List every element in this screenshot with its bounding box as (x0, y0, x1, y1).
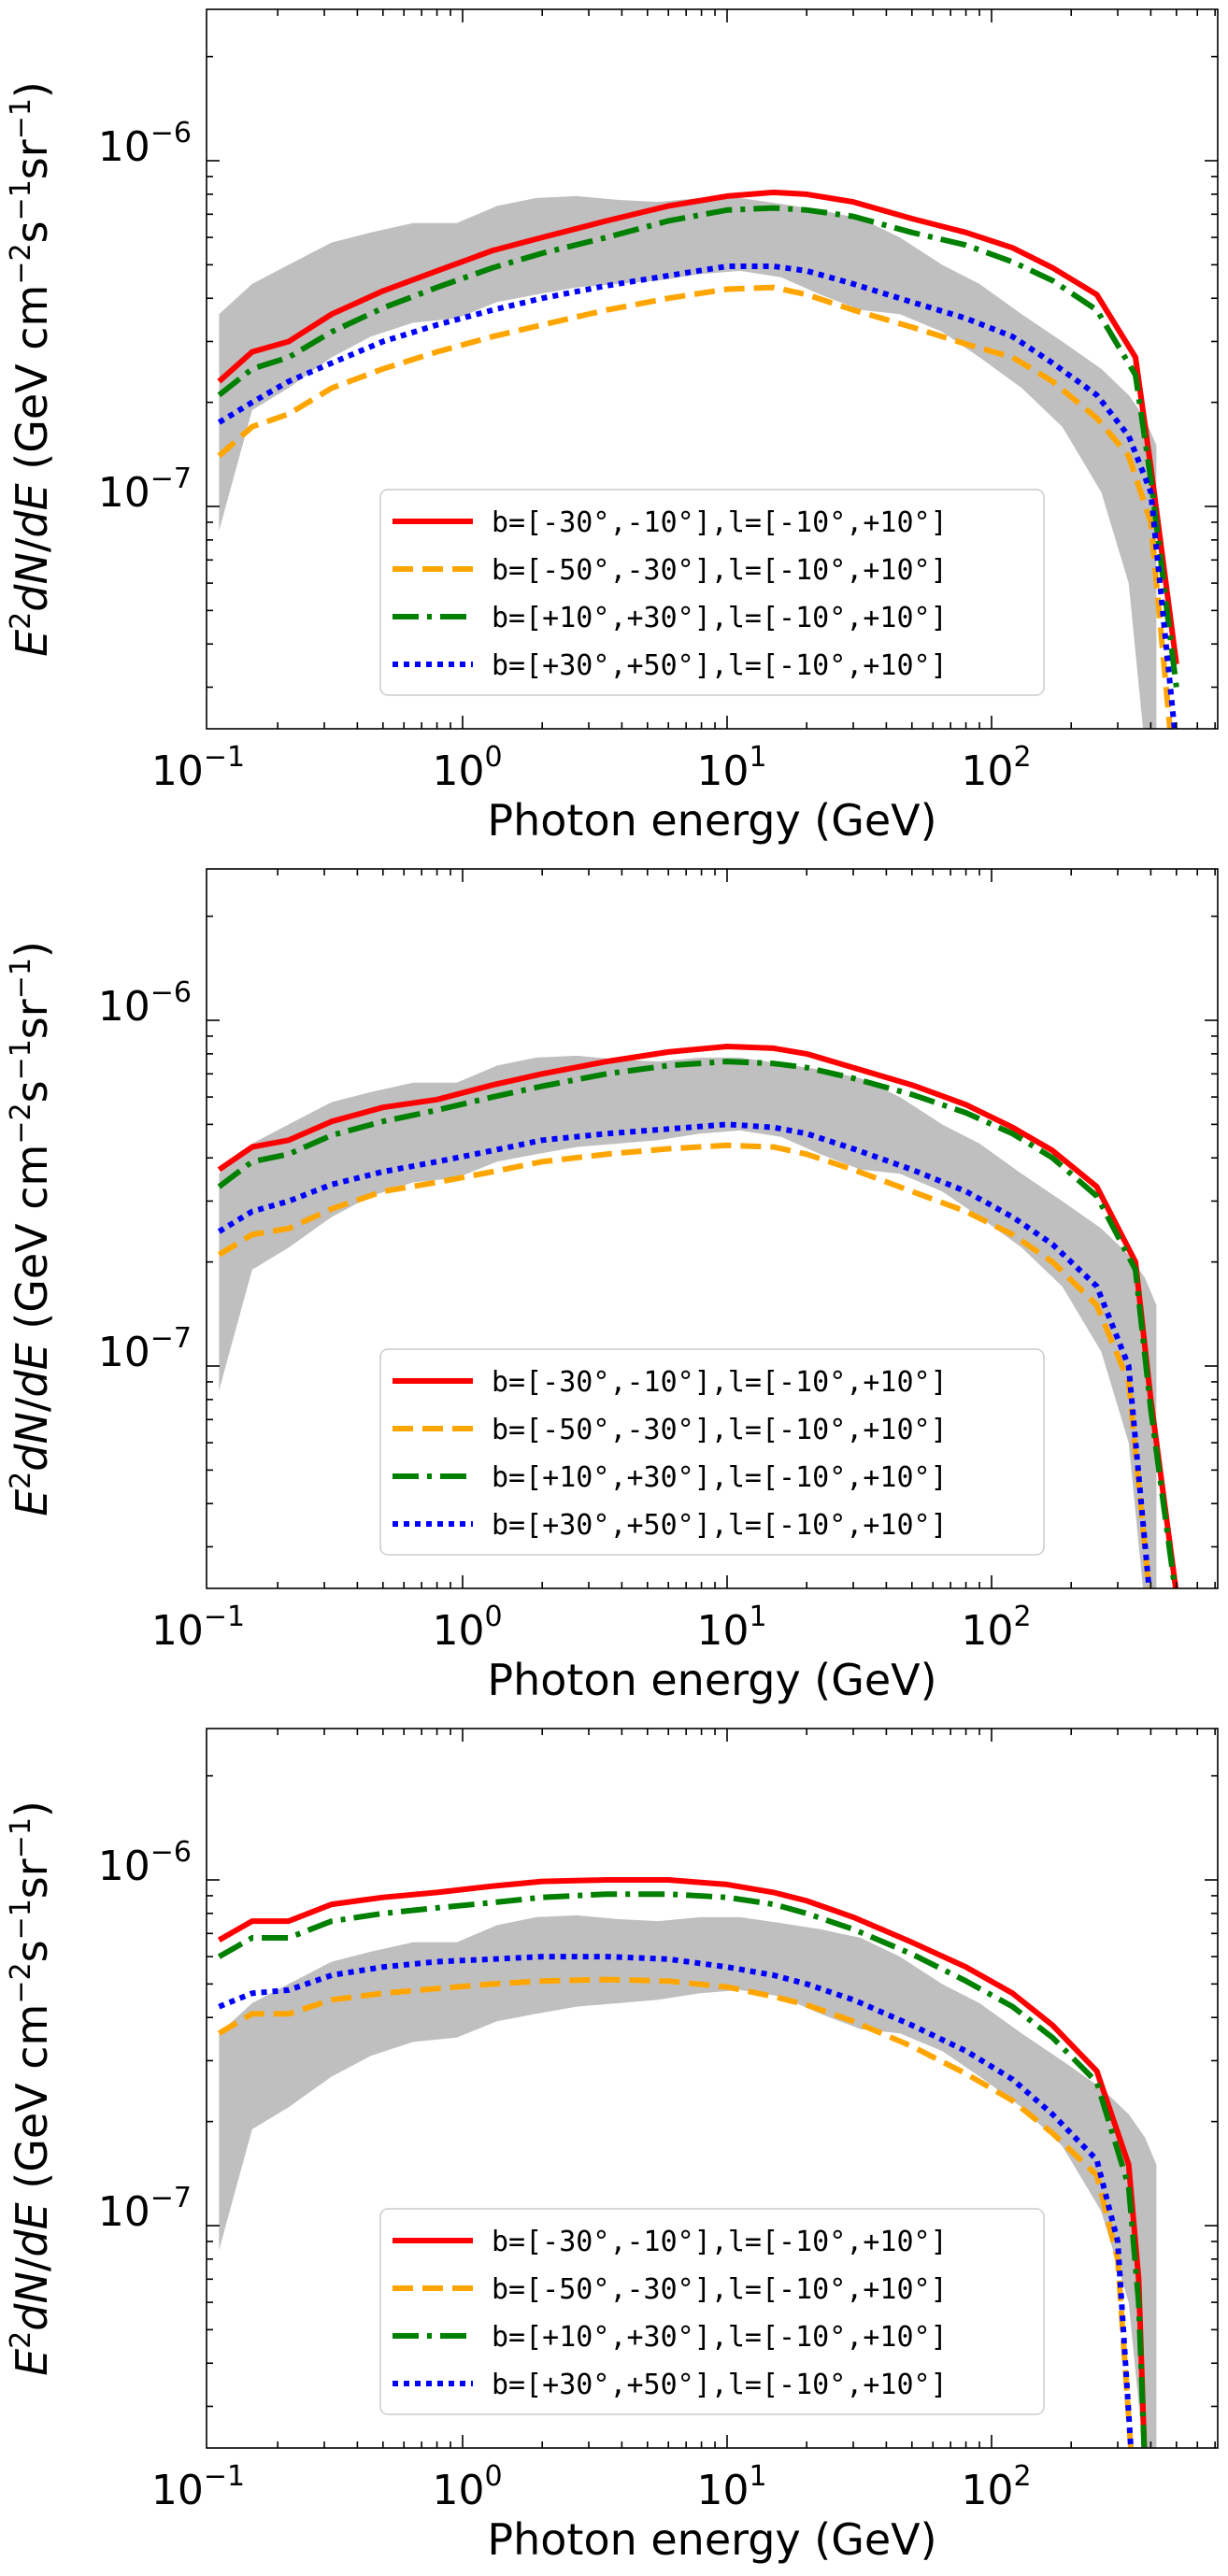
legend-label-orange: b=[-50°,-30°],l=[-10°,+10°] (492, 1414, 948, 1446)
series-layer (217, 1877, 1148, 2448)
legend-label-green: b=[+10°,+30°],l=[-10°,+10°] (492, 1461, 948, 1494)
series-layer (217, 189, 1179, 729)
legend-label-orange: b=[-50°,-30°],l=[-10°,+10°] (492, 554, 948, 587)
xtick-label-100: 102 (961, 741, 1031, 795)
legend: b=[-30°,-10°],l=[-10°,+10°] b=[-50°,-30°… (379, 1348, 1045, 1556)
legend-frame (379, 1348, 1045, 1556)
tick-marks (207, 1729, 1218, 2448)
plot-frame (206, 1728, 1219, 2449)
xtick-label-0.1: 10−1 (151, 741, 245, 795)
ytick-label-1e-6: 10−6 (98, 117, 192, 171)
legend-label-red: b=[-30°,-10°],l=[-10°,+10°] (492, 1366, 948, 1399)
xtick-label-0.1: 10−1 (151, 2460, 245, 2514)
x-axis-label: Photon energy (GeV) (487, 795, 936, 846)
series-layer (217, 1044, 1179, 1588)
ytick-label-1e-6: 10−6 (98, 976, 192, 1031)
ytick-label-1e-7: 10−7 (98, 463, 192, 517)
series-orange-dashed (217, 1142, 1152, 1588)
xtick-label-1: 100 (432, 1601, 502, 1655)
legend-label-blue: b=[+30°,+50°],l=[-10°,+10°] (492, 1509, 948, 1542)
xtick-label-100: 102 (961, 2460, 1031, 2514)
series-red-solid (217, 1877, 1148, 2448)
series-orange-dashed (217, 1976, 1134, 2448)
series-green-dashdot (217, 1059, 1178, 1588)
xtick-label-100: 102 (961, 1601, 1031, 1655)
legend-label-red: b=[-30°,-10°],l=[-10°,+10°] (492, 2226, 948, 2258)
series-blue-dotted (218, 1954, 1135, 2448)
x-axis-label: Photon energy (GeV) (487, 1655, 936, 1705)
tick-marks (207, 869, 1218, 1588)
series-green-dashdot (217, 205, 1179, 688)
series-red-solid (217, 1044, 1179, 1588)
xtick-label-1: 100 (432, 741, 502, 795)
xtick-label-10: 101 (696, 741, 766, 795)
xtick-label-1: 100 (432, 2460, 502, 2514)
series-red-solid (217, 189, 1179, 665)
ytick-label-1e-7: 10−7 (98, 2182, 192, 2236)
legend-label-green: b=[+10°,+30°],l=[-10°,+10°] (492, 602, 948, 634)
legend-label-orange: b=[-50°,-30°],l=[-10°,+10°] (492, 2273, 948, 2306)
ytick-label-1e-7: 10−7 (98, 1322, 192, 1376)
legend-label-red: b=[-30°,-10°],l=[-10°,+10°] (492, 506, 948, 539)
x-axis-label: Photon energy (GeV) (487, 2514, 936, 2565)
panel-2: 10−6 10−7 10−1 100 101 102 Photon energy… (5, 868, 1219, 1705)
legend-label-blue: b=[+30°,+50°],l=[-10°,+10°] (492, 2369, 948, 2401)
xtick-label-10: 101 (696, 2460, 766, 2514)
series-orange-dashed (217, 284, 1173, 729)
panel-3: 10−6 10−7 10−1 100 101 102 Photon energy… (5, 1728, 1219, 2565)
legend-frame (379, 489, 1045, 696)
legend: b=[-30°,-10°],l=[-10°,+10°] b=[-50°,-30°… (379, 2208, 1045, 2415)
xtick-label-0.1: 10−1 (151, 1601, 245, 1655)
y-axis-label: E2dN/dE (GeV cm−2s−1sr−1) (5, 941, 57, 1516)
series-green-dashdot (217, 1891, 1148, 2448)
plot-frame (206, 8, 1219, 730)
legend-frame (379, 2208, 1045, 2415)
legend-label-blue: b=[+30°,+50°],l=[-10°,+10°] (492, 649, 948, 682)
tick-marks (207, 9, 1218, 729)
legend: b=[-30°,-10°],l=[-10°,+10°] b=[-50°,-30°… (379, 489, 1045, 696)
legend-label-green: b=[+10°,+30°],l=[-10°,+10°] (492, 2321, 948, 2354)
y-axis-label: E2dN/dE (GeV cm−2s−1sr−1) (5, 81, 57, 657)
panel-1: 10−6 10−7 10−1 100 101 102 Photon energy… (5, 8, 1219, 846)
plot-frame (206, 868, 1219, 1589)
xtick-label-10: 101 (696, 1601, 766, 1655)
y-axis-label: E2dN/dE (GeV cm−2s−1sr−1) (5, 1800, 57, 2376)
ytick-label-1e-6: 10−6 (98, 1836, 192, 1890)
